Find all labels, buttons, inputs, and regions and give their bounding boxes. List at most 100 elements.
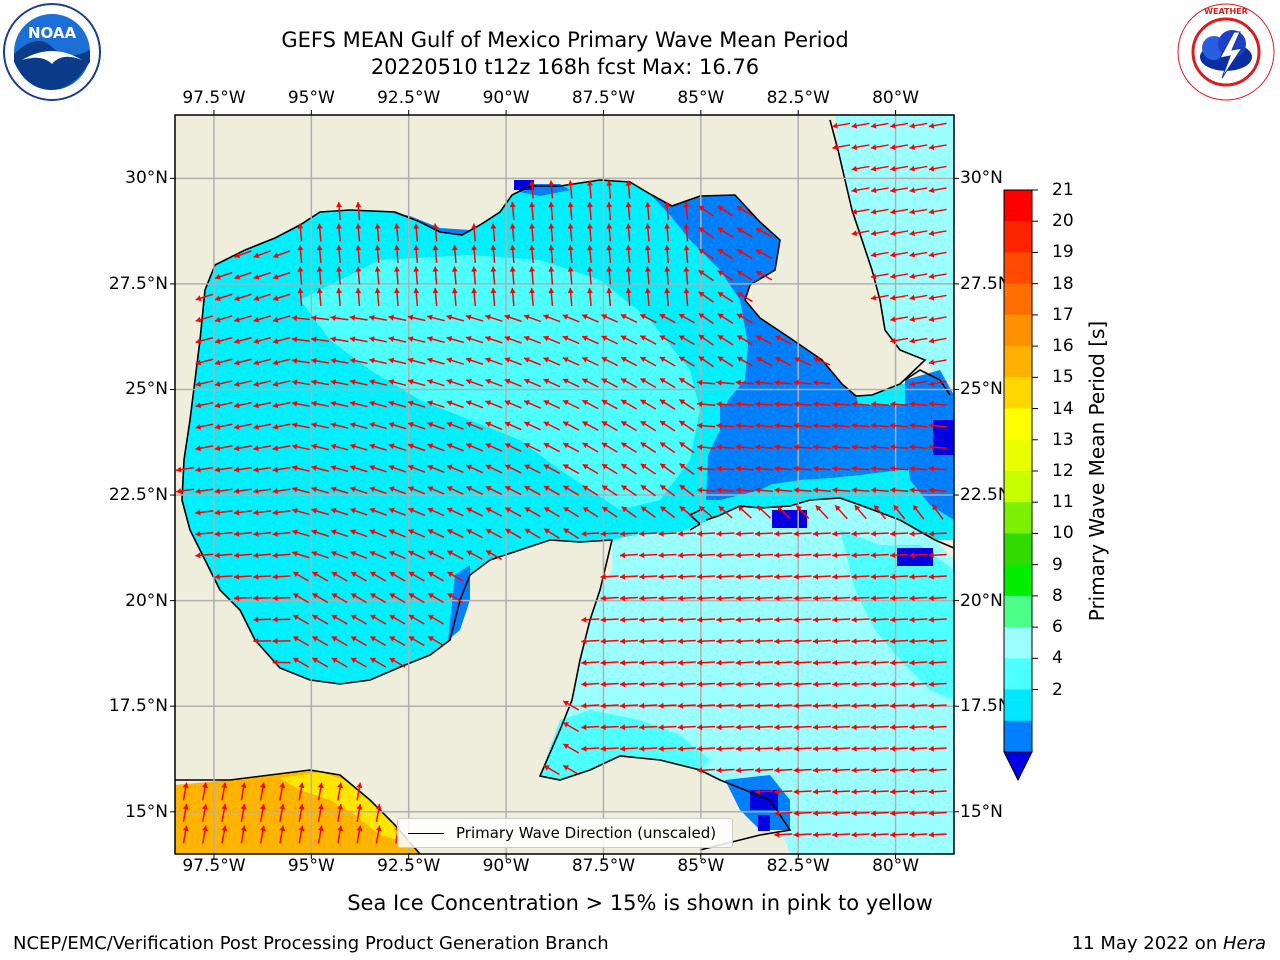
svg-text:WEATHER: WEATHER [1204, 7, 1248, 16]
direction-arrow [214, 509, 233, 516]
direction-arrow [311, 315, 330, 321]
direction-arrow [755, 227, 773, 238]
direction-arrow [446, 421, 464, 430]
direction-arrow [834, 504, 848, 520]
colorbar-tick-label: 17 [1052, 304, 1074, 325]
direction-arrow [601, 335, 619, 345]
direction-arrow [336, 244, 343, 264]
direction-arrow [369, 571, 387, 582]
tick-label: 92.5°W [377, 88, 441, 108]
direction-arrow [548, 244, 555, 264]
direction-arrow [716, 767, 735, 774]
direction-arrow [619, 638, 638, 645]
direction-arrow [600, 638, 619, 645]
direction-arrow [393, 244, 400, 264]
direction-arrow [350, 635, 367, 647]
direction-arrow [928, 573, 947, 580]
direction-arrow [640, 463, 657, 475]
direction-arrow [639, 552, 658, 559]
direction-arrow [490, 266, 497, 285]
direction-arrow [259, 825, 266, 844]
tick-label: 17.5°N [108, 696, 168, 717]
direction-arrow [909, 251, 928, 258]
direction-arrow [774, 356, 792, 367]
direction-arrow [832, 573, 851, 580]
direction-arrow [523, 314, 542, 323]
direction-arrow [524, 442, 541, 453]
direction-arrow [774, 681, 793, 688]
direction-arrow [331, 571, 348, 582]
direction-arrow [279, 782, 286, 801]
direction-arrow [928, 831, 947, 838]
direction-arrow [793, 810, 812, 817]
direction-arrow [619, 530, 638, 537]
direction-arrow [311, 422, 330, 429]
direction-arrow [890, 788, 909, 795]
direction-arrow [272, 445, 291, 452]
direction-arrow [909, 380, 928, 387]
direction-arrow [678, 398, 695, 411]
direction-arrow [586, 223, 593, 242]
direction-arrow [928, 595, 947, 602]
direction-arrow [909, 552, 928, 559]
direction-arrow [427, 486, 445, 495]
direction-arrow [644, 201, 651, 221]
direction-arrow [233, 530, 252, 537]
direction-arrow [928, 208, 947, 215]
direction-arrow [697, 487, 716, 494]
dark-spot-1 [933, 420, 954, 455]
direction-arrow [664, 244, 671, 264]
direction-arrow [253, 315, 272, 323]
direction-arrow [774, 745, 793, 752]
direction-arrow [524, 485, 541, 496]
direction-arrow [619, 616, 638, 623]
direction-arrow [870, 144, 889, 151]
direction-arrow [355, 244, 362, 264]
direction-arrow [851, 144, 870, 151]
tick-label: 95°W [287, 88, 335, 108]
direction-arrow [369, 422, 387, 430]
direction-arrow [465, 443, 484, 452]
direction-arrow [298, 825, 305, 844]
tick-label: 30°N [960, 168, 1003, 189]
direction-arrow [890, 659, 909, 666]
direction-arrow [890, 638, 909, 645]
direction-arrow [562, 463, 580, 475]
direction-arrow [413, 266, 420, 285]
direction-arrow [600, 702, 619, 709]
direction-arrow [795, 505, 810, 519]
direction-arrow [909, 273, 928, 280]
direction-arrow [928, 165, 947, 172]
direction-arrow [639, 659, 658, 666]
direction-arrow [600, 573, 619, 580]
direction-arrow [870, 788, 889, 795]
direction-arrow [754, 487, 774, 494]
direction-arrow [890, 230, 909, 237]
direction-arrow [601, 484, 618, 497]
direction-arrow [330, 336, 349, 343]
direction-arrow [490, 244, 497, 264]
direction-arrow [851, 810, 870, 817]
tick-label: 82.5°W [766, 88, 830, 108]
la-coast-2-4 [390, 212, 480, 235]
direction-arrow [851, 552, 870, 559]
direction-arrow [909, 187, 928, 194]
direction-arrow [928, 767, 947, 774]
direction-arrow [407, 443, 426, 452]
direction-arrow [774, 401, 793, 408]
direction-arrow [664, 223, 671, 242]
direction-arrow [851, 831, 870, 838]
direction-arrow [427, 336, 445, 344]
direction-arrow [562, 700, 580, 711]
direction-arrow [909, 337, 928, 344]
direction-arrow [640, 377, 657, 389]
direction-arrow [349, 464, 368, 473]
colorbar-segment [1004, 190, 1032, 222]
direction-arrow [601, 314, 619, 323]
direction-arrow [620, 463, 637, 475]
direction-arrow [619, 552, 638, 559]
direction-arrow [851, 401, 870, 408]
direction-arrow [523, 400, 541, 409]
direction-arrow [793, 595, 812, 602]
direction-arrow [388, 529, 406, 538]
